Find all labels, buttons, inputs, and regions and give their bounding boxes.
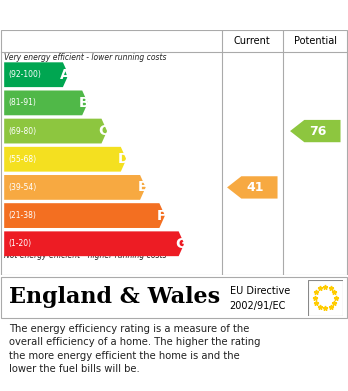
Text: Current: Current — [234, 36, 271, 46]
Polygon shape — [4, 175, 146, 200]
Text: (55-68): (55-68) — [8, 155, 37, 164]
Text: 2002/91/EC: 2002/91/EC — [230, 301, 286, 310]
Text: (39-54): (39-54) — [8, 183, 37, 192]
Text: G: G — [175, 237, 187, 251]
Text: B: B — [79, 96, 90, 110]
Text: Potential: Potential — [294, 36, 337, 46]
Polygon shape — [4, 118, 107, 143]
Text: E: E — [137, 180, 147, 194]
Polygon shape — [4, 147, 126, 172]
Text: Energy Efficiency Rating: Energy Efficiency Rating — [9, 7, 219, 23]
Text: Very energy efficient - lower running costs: Very energy efficient - lower running co… — [4, 53, 167, 62]
Text: (21-38): (21-38) — [8, 211, 36, 220]
Text: D: D — [117, 152, 129, 166]
Polygon shape — [227, 176, 278, 199]
Text: The energy efficiency rating is a measure of the
overall efficiency of a home. T: The energy efficiency rating is a measur… — [9, 323, 260, 374]
Polygon shape — [4, 231, 184, 256]
Text: 76: 76 — [309, 125, 326, 138]
Text: C: C — [98, 124, 109, 138]
Text: (81-91): (81-91) — [8, 99, 36, 108]
Text: F: F — [157, 208, 166, 222]
Text: 41: 41 — [246, 181, 263, 194]
Polygon shape — [290, 120, 340, 142]
Text: A: A — [60, 68, 71, 82]
Text: (1-20): (1-20) — [8, 239, 31, 248]
Text: (92-100): (92-100) — [8, 70, 41, 79]
Polygon shape — [4, 203, 165, 228]
Text: EU Directive: EU Directive — [230, 286, 290, 296]
Text: England & Wales: England & Wales — [9, 287, 220, 308]
Polygon shape — [4, 62, 69, 87]
Text: (69-80): (69-80) — [8, 127, 37, 136]
Polygon shape — [4, 90, 88, 115]
Text: Not energy efficient - higher running costs: Not energy efficient - higher running co… — [4, 251, 167, 260]
